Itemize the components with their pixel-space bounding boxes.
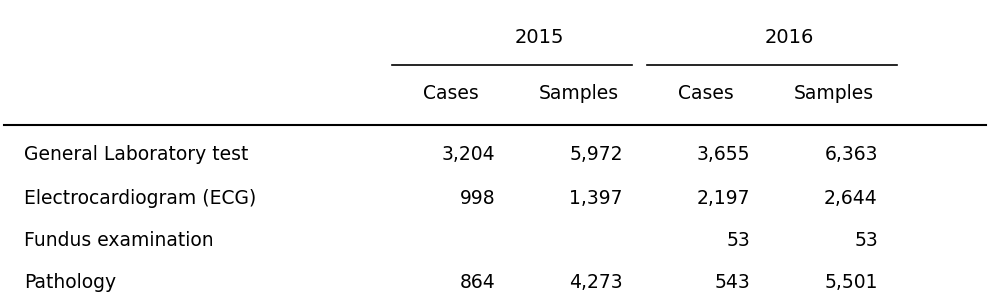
Text: 3,204: 3,204 (442, 145, 495, 164)
Text: 543: 543 (715, 273, 750, 292)
Text: 53: 53 (727, 231, 750, 250)
Text: Samples: Samples (539, 84, 619, 103)
Text: 3,655: 3,655 (697, 145, 750, 164)
Text: Samples: Samples (794, 84, 874, 103)
Text: 5,501: 5,501 (825, 273, 878, 292)
Text: 1,397: 1,397 (569, 189, 623, 208)
Text: 998: 998 (459, 189, 495, 208)
Text: 864: 864 (459, 273, 495, 292)
Text: 2015: 2015 (515, 28, 564, 47)
Text: General Laboratory test: General Laboratory test (24, 145, 248, 164)
Text: Pathology: Pathology (24, 273, 116, 292)
Text: Cases: Cases (423, 84, 479, 103)
Text: 53: 53 (854, 231, 878, 250)
Text: Cases: Cases (678, 84, 734, 103)
Text: Electrocardiogram (ECG): Electrocardiogram (ECG) (24, 189, 256, 208)
Text: 6,363: 6,363 (825, 145, 878, 164)
Text: 2016: 2016 (765, 28, 814, 47)
Text: 2,197: 2,197 (697, 189, 750, 208)
Text: 2,644: 2,644 (824, 189, 878, 208)
Text: 5,972: 5,972 (569, 145, 623, 164)
Text: 4,273: 4,273 (569, 273, 623, 292)
Text: Fundus examination: Fundus examination (24, 231, 214, 250)
